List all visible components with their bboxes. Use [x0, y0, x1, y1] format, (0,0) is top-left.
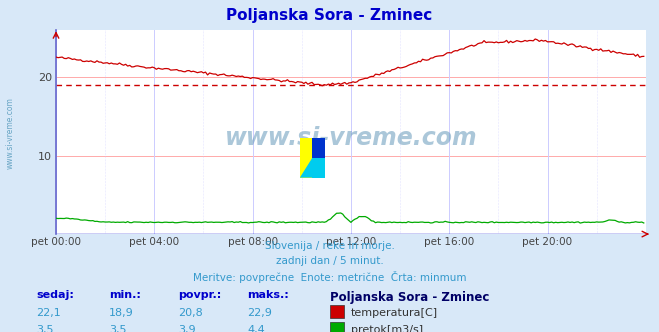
Bar — [312, 138, 325, 158]
Text: maks.:: maks.: — [247, 290, 289, 300]
Text: 20,8: 20,8 — [178, 308, 203, 318]
Text: sedaj:: sedaj: — [36, 290, 74, 300]
Bar — [300, 138, 312, 178]
Text: 4,4: 4,4 — [247, 325, 265, 332]
Text: 22,9: 22,9 — [247, 308, 272, 318]
Bar — [312, 158, 325, 178]
Text: min.:: min.: — [109, 290, 140, 300]
Text: pretok[m3/s]: pretok[m3/s] — [351, 325, 422, 332]
Text: 3,5: 3,5 — [36, 325, 54, 332]
Text: Slovenija / reke in morje.: Slovenija / reke in morje. — [264, 241, 395, 251]
Text: www.si-vreme.com: www.si-vreme.com — [225, 126, 477, 150]
Text: 22,1: 22,1 — [36, 308, 61, 318]
Text: www.si-vreme.com: www.si-vreme.com — [5, 97, 14, 169]
Text: 3,5: 3,5 — [109, 325, 127, 332]
Text: Poljanska Sora - Zminec: Poljanska Sora - Zminec — [330, 290, 489, 303]
Text: 3,9: 3,9 — [178, 325, 196, 332]
Text: Meritve: povprečne  Enote: metrične  Črta: minmum: Meritve: povprečne Enote: metrične Črta:… — [192, 271, 467, 283]
Text: zadnji dan / 5 minut.: zadnji dan / 5 minut. — [275, 256, 384, 266]
Text: povpr.:: povpr.: — [178, 290, 221, 300]
Text: Poljanska Sora - Zminec: Poljanska Sora - Zminec — [227, 8, 432, 23]
Text: temperatura[C]: temperatura[C] — [351, 308, 438, 318]
Text: 18,9: 18,9 — [109, 308, 134, 318]
Polygon shape — [300, 158, 312, 178]
